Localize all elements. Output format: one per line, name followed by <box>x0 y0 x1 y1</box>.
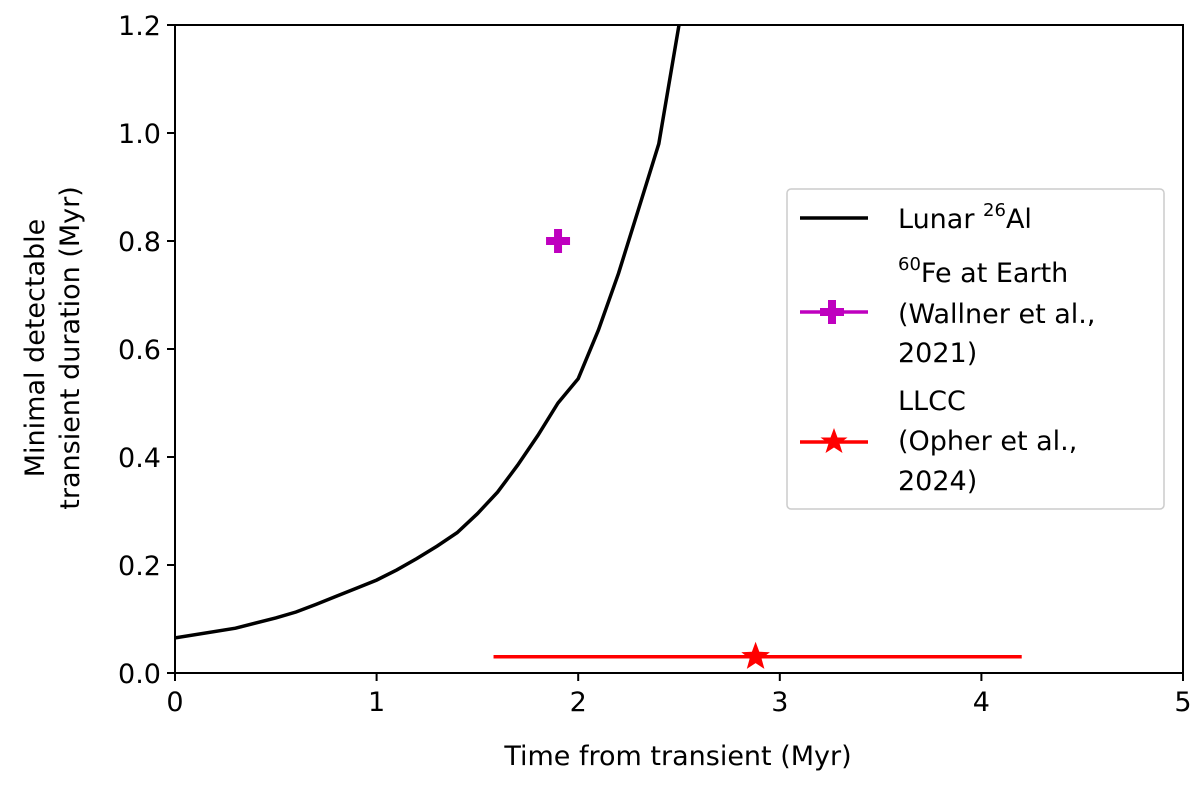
legend-llcc-label-line-1: LLCC <box>898 386 966 417</box>
y-tick-label: 1.2 <box>118 11 161 42</box>
data-point-llcc-opher-star <box>741 641 770 669</box>
legend-llcc-label-line-2: (Opher et al., <box>898 426 1077 457</box>
y-tick-label: 0.2 <box>118 551 161 582</box>
y-axis-label: Minimal detectable transient duration (M… <box>20 186 86 509</box>
y-tick-label: 0.4 <box>118 443 161 474</box>
plot-frame <box>174 24 1184 674</box>
y-tick-label: 0.0 <box>118 659 161 690</box>
legend-fe-label-line-1: 60Fe at Earth <box>898 254 1068 289</box>
y-axis-label-line-1: Minimal detectable <box>20 219 51 478</box>
legend-frame <box>786 188 1165 510</box>
x-tick-label: 5 <box>1174 687 1191 718</box>
y-tick-label: 1.0 <box>118 119 161 150</box>
legend-llcc-marker <box>820 428 848 453</box>
legend-llcc-label-line-3: 2024) <box>898 466 977 497</box>
x-tick-label: 2 <box>570 687 587 718</box>
legend-fe-label-line-2: (Wallner et al., <box>898 299 1095 330</box>
x-tick-label: 4 <box>973 687 990 718</box>
legend: Lunar 26Al 60Fe at Earth (Wallner et al.… <box>786 188 1165 510</box>
y-axis-label-line-2: transient duration (Myr) <box>55 186 86 509</box>
plot-area <box>175 25 1022 669</box>
legend-lunar-label: Lunar 26Al <box>898 200 1032 235</box>
x-tick-label: 0 <box>166 687 183 718</box>
y-tick-label: 0.6 <box>118 335 161 366</box>
legend-fe-label-line-3: 2021) <box>898 338 977 369</box>
series-line-lunar-26al <box>175 25 681 640</box>
x-tick-label: 1 <box>368 687 385 718</box>
data-point-fe60-wallner <box>546 229 571 253</box>
x-axis-ticks: 0 1 2 3 4 5 <box>166 673 1192 718</box>
y-tick-label: 0.8 <box>118 227 161 258</box>
y-axis-ticks: 0.0 0.2 0.4 0.6 0.8 1.0 1.2 <box>118 11 175 690</box>
x-tick-label: 3 <box>771 687 788 718</box>
legend-fe-marker <box>820 300 844 324</box>
x-axis-label: Time from transient (Myr) <box>503 741 851 772</box>
